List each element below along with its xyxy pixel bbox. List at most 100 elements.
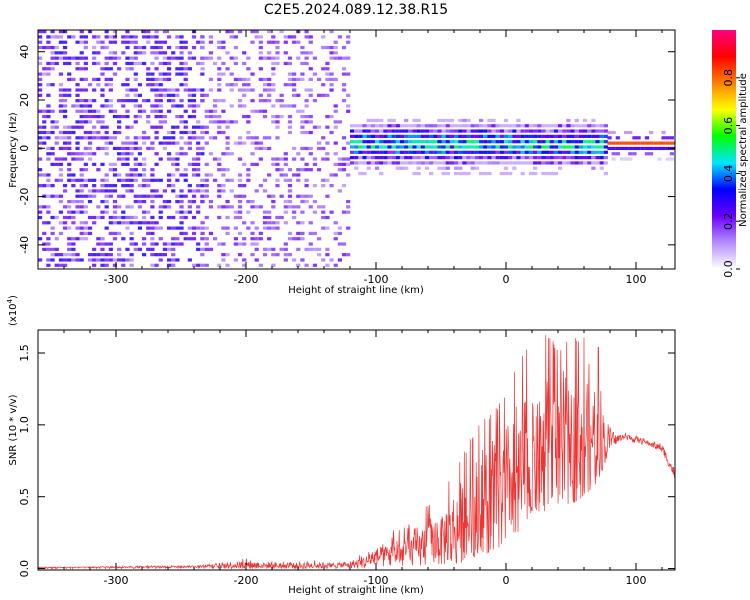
heatmap-cell <box>100 146 105 151</box>
heatmap-cell <box>83 162 88 166</box>
heatmap-cell <box>79 104 84 108</box>
heatmap-cell <box>142 178 147 182</box>
heatmap-cell <box>587 134 592 138</box>
heatmap-cell <box>229 189 234 193</box>
heatmap-cell <box>379 124 384 128</box>
heatmap-cell <box>404 156 409 160</box>
heatmap-cell <box>117 120 122 124</box>
heatmap-cell <box>125 88 130 92</box>
heatmap-cell <box>603 150 608 154</box>
heatmap-cell <box>42 247 47 251</box>
heatmap-cell <box>137 205 143 209</box>
heatmap-cell <box>346 253 351 257</box>
heatmap-cell <box>58 88 63 92</box>
heatmap-cell <box>200 45 205 50</box>
heatmap-cell <box>125 189 130 193</box>
heatmap-cell <box>54 125 59 129</box>
heatmap-cell <box>528 171 534 176</box>
heatmap-cell <box>166 109 172 113</box>
heatmap-cell <box>308 146 313 151</box>
colorbar: 0.00.20.40.60.8 Normalized spectral ampl… <box>712 30 749 278</box>
heatmap-cell <box>487 124 492 128</box>
heatmap-cell <box>644 136 650 140</box>
heatmap-cell <box>166 263 172 267</box>
heatmap-cell <box>179 210 184 214</box>
heatmap-cell <box>449 134 455 138</box>
heatmap-cell <box>204 125 209 129</box>
heatmap-cell <box>665 136 670 140</box>
heatmap-cell <box>142 30 147 34</box>
heatmap-cell <box>50 51 55 55</box>
heatmap-cell <box>316 168 322 172</box>
heatmap-cell <box>258 184 263 188</box>
heatmap-cell <box>462 156 467 160</box>
heatmap-cell <box>312 125 318 129</box>
heatmap-cell <box>374 156 380 160</box>
heatmap-cell <box>657 141 662 145</box>
heatmap-cell <box>79 56 84 60</box>
heatmap-cell <box>237 178 243 182</box>
heatmap-cell <box>254 237 259 241</box>
heatmap-cell <box>50 231 55 236</box>
heatmap-cell <box>112 136 118 140</box>
heatmap-cell <box>121 263 126 267</box>
heatmap-cell <box>246 67 251 71</box>
heatmap-cell <box>58 199 63 204</box>
heatmap-cell <box>408 145 413 149</box>
heatmap-cell <box>271 114 276 119</box>
heatmap-cell <box>96 237 101 241</box>
heatmap-cell <box>175 56 180 60</box>
heatmap-cell <box>262 146 268 151</box>
heatmap-cell <box>42 231 47 236</box>
heatmap-cell <box>187 226 192 230</box>
heatmap-cell <box>433 134 438 138</box>
heatmap-cell <box>200 194 205 198</box>
heatmap-cell <box>387 134 392 138</box>
heatmap-cell <box>117 215 122 220</box>
heatmap-cell <box>100 210 105 214</box>
heatmap-cell <box>171 215 176 220</box>
heatmap-cell <box>191 215 197 220</box>
heatmap-cell <box>83 205 88 209</box>
heatmap-cell <box>354 156 359 160</box>
heatmap-cell <box>341 168 347 172</box>
heatmap-cell <box>262 247 268 251</box>
heatmap-cell <box>187 67 192 71</box>
heatmap-cell <box>154 221 159 225</box>
heatmap-cell <box>175 141 180 145</box>
heatmap-cell <box>212 157 218 161</box>
heatmap-cell <box>412 118 417 123</box>
heatmap-cell <box>275 120 280 124</box>
heatmap-cell <box>117 178 122 182</box>
heatmap-cell <box>133 194 138 198</box>
heatmap-cell <box>267 173 272 177</box>
heatmap-cell <box>208 88 214 92</box>
heatmap-cell <box>242 104 247 108</box>
heatmap-cell <box>287 253 293 257</box>
heatmap-cell <box>79 178 84 182</box>
heatmap-cell <box>171 130 176 135</box>
heatmap-cell <box>175 125 180 129</box>
heatmap-cell <box>454 171 459 176</box>
heatmap-cell <box>237 141 243 145</box>
heatmap-cell <box>416 140 421 144</box>
heatmap-cell <box>404 134 409 138</box>
heatmap-cell <box>67 199 72 204</box>
heatmap-cell <box>200 253 205 257</box>
heatmap-cell <box>108 242 113 246</box>
heatmap-cell <box>478 140 484 144</box>
heatmap-cell <box>142 141 147 145</box>
heatmap-cell <box>362 145 367 149</box>
heatmap-cell <box>92 45 97 50</box>
heatmap-cell <box>79 125 84 129</box>
heatmap-cell <box>50 56 55 60</box>
heatmap-cell <box>316 93 322 97</box>
heatmap-cell <box>125 141 130 145</box>
heatmap-cell <box>196 247 201 251</box>
heatmap-cell <box>187 210 192 214</box>
heatmap-cell <box>300 51 305 55</box>
heatmap-cell <box>533 171 538 176</box>
heatmap-cell <box>545 134 550 138</box>
heatmap-cell <box>304 30 309 34</box>
heatmap-cell <box>387 118 392 123</box>
